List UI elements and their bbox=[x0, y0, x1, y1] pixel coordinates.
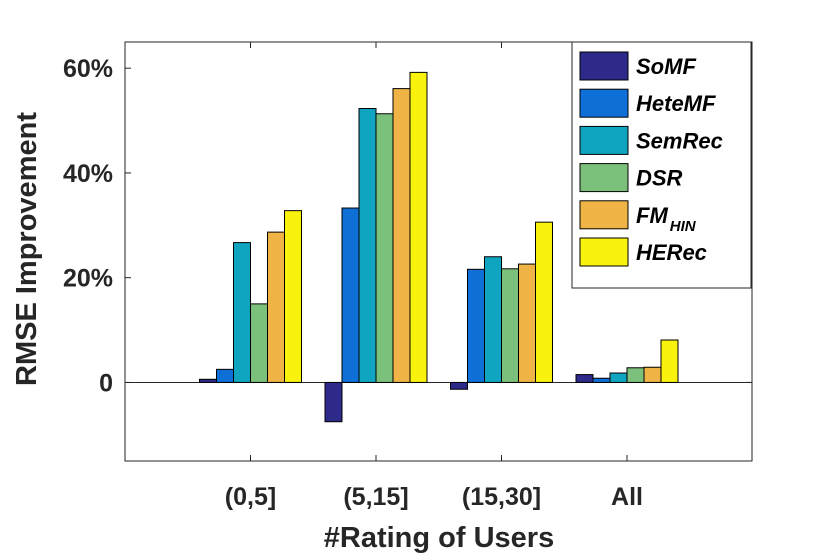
legend-label: FM HIN bbox=[636, 203, 697, 235]
bar-semrec bbox=[609, 372, 628, 383]
legend: SoMF HeteMF SemRec DSR FM HIN HERec bbox=[571, 41, 752, 289]
bar-somf bbox=[450, 381, 468, 390]
bar-dsr bbox=[250, 303, 268, 383]
bar-somf bbox=[575, 374, 594, 383]
bar-hetemf bbox=[467, 268, 485, 383]
bar-herec bbox=[284, 210, 302, 383]
x-tick-label: All bbox=[611, 483, 643, 511]
bar-fm-hin bbox=[518, 263, 536, 383]
legend-label: HERec bbox=[636, 240, 707, 265]
bar-herec bbox=[660, 339, 679, 383]
bar-fm-hin bbox=[267, 231, 285, 383]
x-tick-label: (15,30] bbox=[462, 483, 541, 511]
bar-dsr bbox=[626, 367, 645, 383]
bar-dsr bbox=[501, 268, 519, 383]
bar-dsr bbox=[375, 113, 394, 383]
legend-swatch bbox=[579, 237, 629, 267]
x-axis: (0,5] (5,15] (15,30] All bbox=[225, 42, 643, 511]
y-tick-label: 40% bbox=[63, 160, 113, 188]
bar-herec bbox=[535, 221, 553, 383]
bar-semrec bbox=[484, 256, 502, 383]
x-tick-label: (0,5] bbox=[225, 483, 276, 511]
y-axis: 0 20% 40% 60% bbox=[63, 55, 752, 397]
bar-somf bbox=[199, 378, 217, 383]
legend-label: DSR bbox=[636, 166, 683, 191]
bar-fm-hin bbox=[392, 88, 411, 383]
bars-group bbox=[199, 71, 679, 423]
x-axis-title: #Rating of Users bbox=[324, 522, 554, 554]
legend-swatch bbox=[579, 200, 629, 230]
legend-swatch bbox=[579, 88, 629, 118]
x-tick-label: (5,15] bbox=[343, 483, 408, 511]
bar-hetemf bbox=[592, 377, 611, 383]
bar-hetemf bbox=[216, 368, 234, 383]
bar-semrec bbox=[358, 108, 377, 383]
legend-swatch bbox=[579, 163, 629, 193]
bar-hetemf bbox=[341, 207, 360, 383]
legend-swatch bbox=[579, 51, 629, 81]
y-tick-label: 0 bbox=[99, 369, 113, 397]
legend-swatch bbox=[579, 125, 629, 155]
bar-somf bbox=[324, 381, 343, 423]
y-tick-label: 20% bbox=[63, 265, 113, 293]
bar-fm-hin bbox=[643, 366, 662, 383]
legend-label: SoMF bbox=[636, 54, 696, 79]
legend-label: SemRec bbox=[636, 128, 723, 153]
y-axis-title: RMSE Improvement bbox=[11, 112, 43, 386]
legend-label: HeteMF bbox=[636, 91, 716, 116]
y-tick-label: 60% bbox=[63, 55, 113, 83]
bar-semrec bbox=[233, 242, 251, 383]
bar-herec bbox=[409, 71, 428, 383]
